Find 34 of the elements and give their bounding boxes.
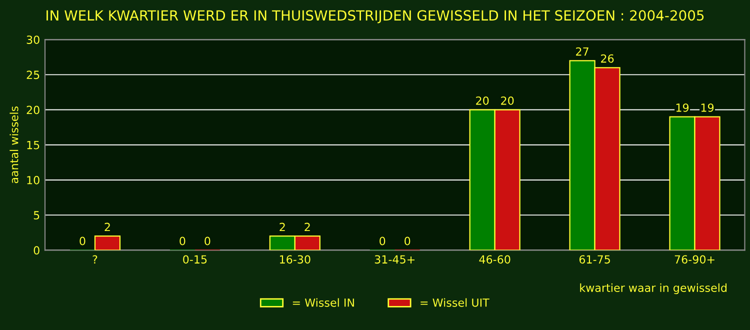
y-tick-label: 25 <box>26 70 40 80</box>
x-tick-label: 76-90+ <box>674 255 714 264</box>
x-tick-label: 46-60 <box>479 255 510 264</box>
data-label: 2 <box>104 222 110 232</box>
x-tick-label: 0-15 <box>183 255 207 264</box>
data-label: 20 <box>501 96 514 105</box>
y-tick-label: 30 <box>26 36 40 44</box>
data-label: 0 <box>204 236 210 246</box>
data-label: 0 <box>80 236 86 246</box>
data-label: 27 <box>576 47 588 56</box>
x-tick-label: 61-75 <box>579 255 610 264</box>
y-tick-label: 5 <box>34 211 40 220</box>
y-tick-label: 0 <box>34 246 40 255</box>
bar <box>94 236 121 250</box>
data-label: 19 <box>701 103 714 112</box>
x-tick-label: 16-30 <box>280 255 310 264</box>
y-tick-label: 20 <box>26 106 40 114</box>
y-tick-label: 10 <box>27 176 40 184</box>
data-label: 0 <box>404 236 410 246</box>
data-label: 2 <box>304 222 310 232</box>
data-label: 0 <box>380 236 386 246</box>
x-tick-label: 31-45+ <box>374 255 414 264</box>
y-axis-title: aantal wissels <box>10 106 18 184</box>
data-label: 2 <box>280 222 285 232</box>
legend-label: = Wissel IN <box>292 298 354 307</box>
data-label: 26 <box>601 54 614 63</box>
data-label: 0 <box>180 236 186 246</box>
data-label: 19 <box>676 103 689 112</box>
y-tick-label: 15 <box>27 140 40 150</box>
legend-label: = Wissel UIT <box>420 298 490 307</box>
x-axis-title: kwartier waar in gewisseld <box>580 283 726 294</box>
data-label: 20 <box>476 96 489 105</box>
x-tick-label: ? <box>92 255 98 264</box>
chart-title: IN WELK KWARTIER WERD ER IN THUISWEDSTRIJDEN GEWISSELD IN HET SEIZOEN : 2004-2005 <box>46 10 704 24</box>
